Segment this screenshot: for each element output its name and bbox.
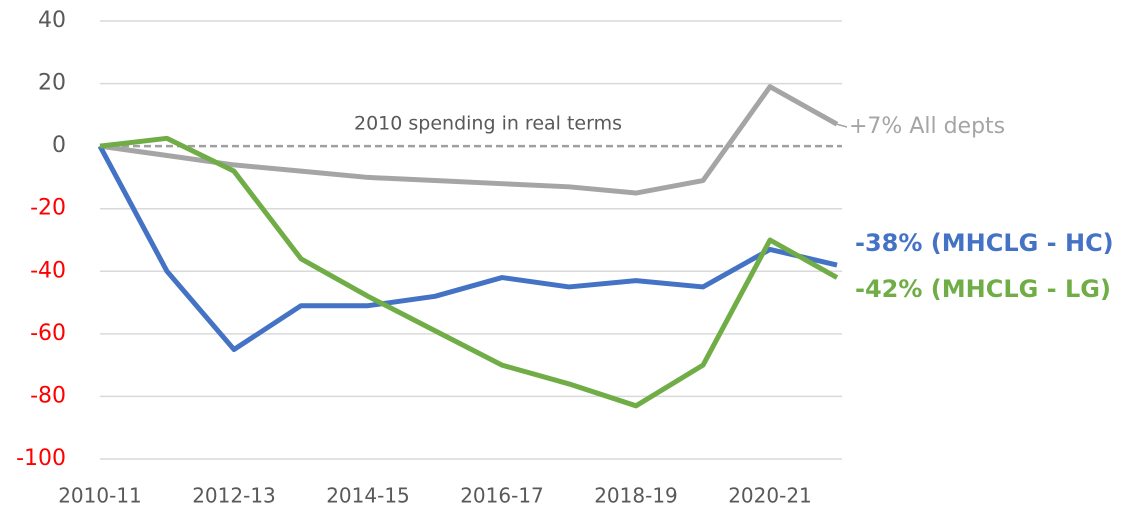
series-label: -42% (MHCLG - LG) bbox=[855, 275, 1111, 303]
series-line bbox=[99, 135, 839, 409]
x-tick-label: 2014-15 bbox=[326, 484, 410, 508]
y-tick-label: -20 bbox=[30, 196, 66, 221]
x-tick-label: 2010-11 bbox=[58, 484, 142, 508]
reference-label: 2010 spending in real terms bbox=[354, 113, 622, 135]
series-line bbox=[97, 144, 838, 352]
y-tick-label: 0 bbox=[52, 133, 66, 158]
y-tick-label: -100 bbox=[16, 446, 66, 471]
x-tick-label: 2020-21 bbox=[728, 484, 812, 508]
x-tick-label: 2016-17 bbox=[460, 484, 544, 508]
y-tick-label: 20 bbox=[38, 71, 66, 96]
series-line bbox=[99, 84, 839, 196]
y-tick-label: -40 bbox=[30, 258, 66, 283]
y-tick-label: -60 bbox=[30, 321, 66, 346]
x-tick-label: 2018-19 bbox=[594, 484, 678, 508]
series-label: -38% (MHCLG - HC) bbox=[855, 229, 1114, 257]
series-label: +7% All depts bbox=[849, 114, 1005, 139]
label-leader bbox=[836, 123, 848, 128]
y-tick-label: -80 bbox=[30, 383, 66, 408]
x-tick-label: 2012-13 bbox=[192, 484, 276, 508]
y-tick-label: 40 bbox=[38, 8, 66, 33]
